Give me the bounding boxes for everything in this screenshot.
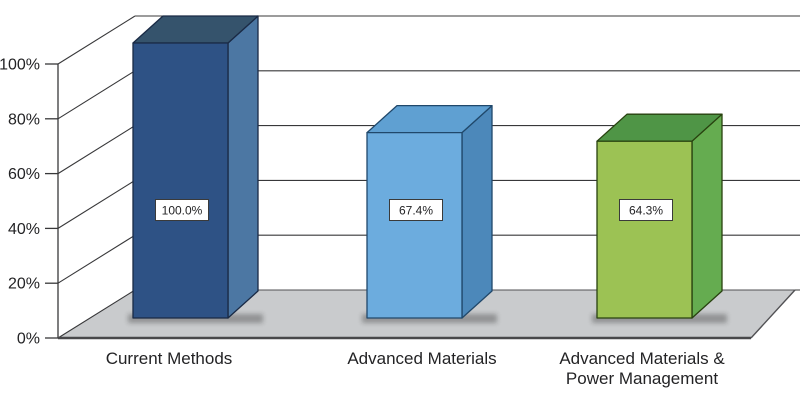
value-label-box-advanced-materials — [389, 199, 443, 221]
y-axis-label-60: 60% — [8, 166, 40, 183]
gridline-wall-20 — [57, 234, 136, 284]
bar-side-face-advanced-materials — [461, 105, 493, 319]
category-label-advanced-materials-power-management: Advanced Materials &Power Management — [559, 349, 725, 388]
floor-right-edge — [750, 289, 796, 339]
value-label-advanced-materials: 67.4% — [399, 204, 433, 218]
gridline-wall-40 — [57, 179, 136, 229]
category-label-advanced-materials: Advanced Materials — [347, 349, 496, 368]
category-label-current-methods: Current Methods — [106, 349, 233, 368]
category-label-line-advanced-materials-power-management-2: Power Management — [566, 369, 718, 388]
y-axis-label-100: 100% — [0, 57, 40, 74]
bar-side-face-current-methods — [227, 15, 259, 319]
gridline-wall-100 — [57, 15, 136, 65]
value-label-advanced-materials-power-management: 64.3% — [629, 204, 663, 218]
bar-advanced-materials-power-management: 64.3% — [592, 113, 727, 323]
category-label-line-current-methods-1: Current Methods — [106, 349, 233, 368]
bar-advanced-materials: 67.4% — [362, 105, 497, 323]
category-label-line-advanced-materials-power-management-1: Advanced Materials & — [559, 349, 725, 368]
value-label-box-advanced-materials-power-management — [619, 199, 673, 221]
category-label-line-advanced-materials-1: Advanced Materials — [347, 349, 496, 368]
y-axis-label-0: 0% — [17, 331, 40, 348]
bar-side-face-advanced-materials-power-management — [691, 113, 723, 319]
bar-front-face-current-methods — [132, 42, 229, 319]
gridline-wall-80 — [57, 70, 136, 120]
bar-current-methods: 100.0% — [128, 15, 263, 323]
value-label-box-current-methods — [155, 199, 209, 221]
y-axis-label-20: 20% — [8, 276, 40, 293]
value-label-current-methods: 100.0% — [162, 204, 203, 218]
labels-layer: Current Methods Advanced Materials Advance… — [106, 349, 726, 388]
gridline-wall-60 — [57, 125, 136, 175]
y-axis-label-80: 80% — [8, 111, 40, 128]
bar-front-face-advanced-materials — [366, 131, 463, 319]
bars-layer: 100.0% 67.4% 64.3% — [128, 15, 727, 323]
y-axis-label-40: 40% — [8, 221, 40, 238]
gridline-wall-0 — [57, 289, 136, 339]
bar-front-face-advanced-materials-power-management — [596, 140, 693, 319]
